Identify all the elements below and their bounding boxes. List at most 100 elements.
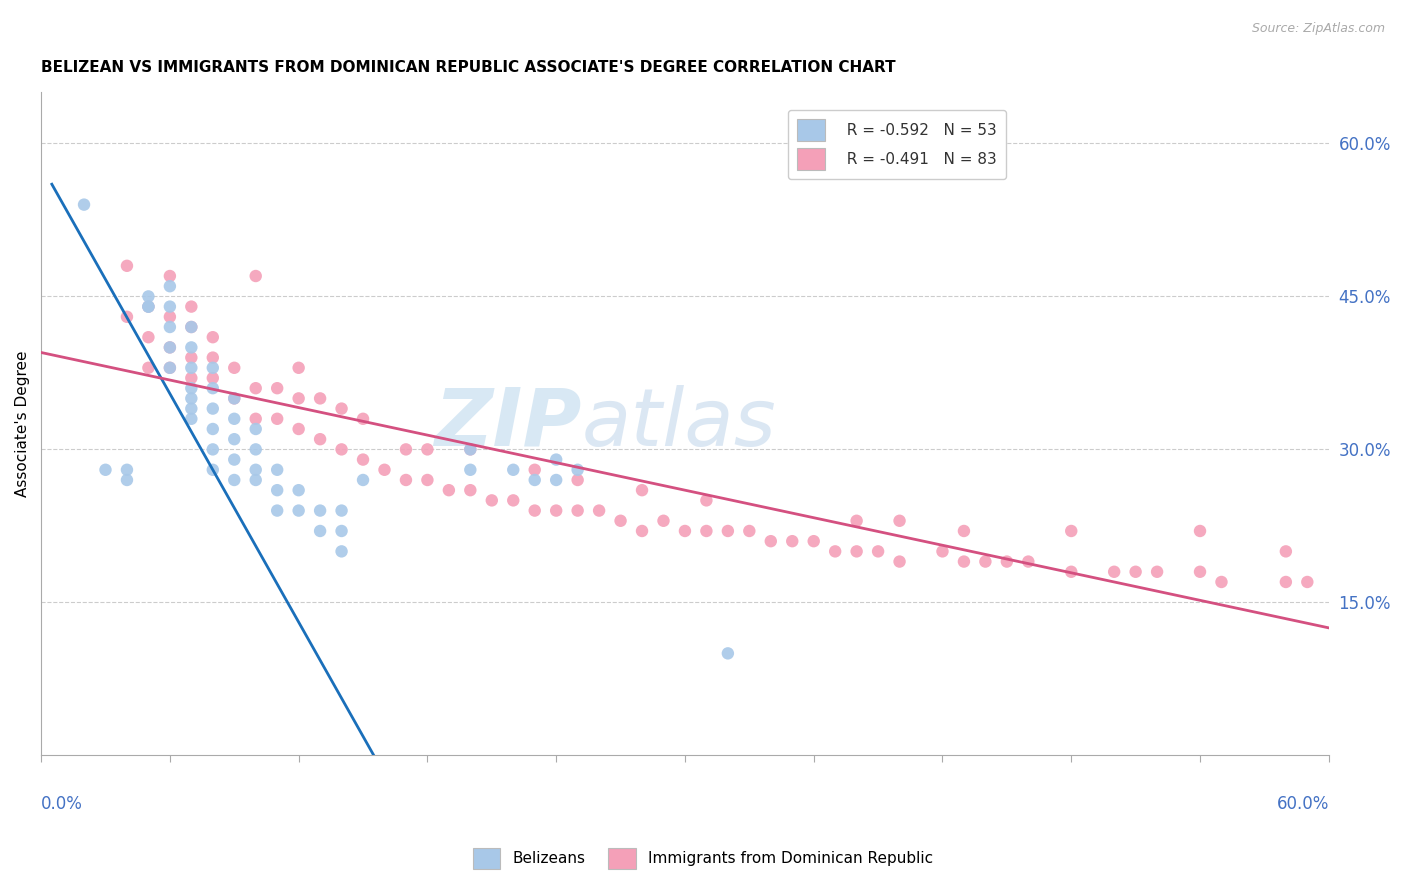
- Point: [567, 463, 589, 477]
- Point: [94, 463, 117, 477]
- Point: [803, 534, 825, 549]
- Point: [460, 463, 482, 477]
- Point: [695, 493, 717, 508]
- Point: [352, 473, 374, 487]
- Y-axis label: Associate's Degree: Associate's Degree: [15, 351, 30, 497]
- Point: [330, 401, 353, 416]
- Point: [1275, 544, 1298, 558]
- Point: [115, 310, 138, 324]
- Point: [180, 381, 202, 395]
- Point: [631, 524, 654, 538]
- Point: [138, 330, 160, 344]
- Point: [1146, 565, 1168, 579]
- Point: [889, 514, 911, 528]
- Point: [138, 300, 160, 314]
- Point: [287, 483, 309, 498]
- Point: [224, 392, 246, 406]
- Legend: Belizeans, Immigrants from Dominican Republic: Belizeans, Immigrants from Dominican Rep…: [467, 841, 939, 875]
- Point: [245, 411, 267, 425]
- Text: atlas: atlas: [582, 384, 776, 463]
- Point: [437, 483, 460, 498]
- Point: [309, 524, 332, 538]
- Point: [201, 401, 224, 416]
- Text: 60.0%: 60.0%: [1277, 795, 1329, 814]
- Point: [201, 351, 224, 365]
- Point: [824, 544, 846, 558]
- Point: [523, 503, 546, 517]
- Point: [224, 473, 246, 487]
- Point: [180, 320, 202, 334]
- Text: 0.0%: 0.0%: [41, 795, 83, 814]
- Point: [1188, 565, 1211, 579]
- Point: [330, 442, 353, 457]
- Point: [1211, 574, 1233, 589]
- Point: [546, 473, 568, 487]
- Point: [717, 646, 740, 660]
- Point: [567, 503, 589, 517]
- Point: [138, 360, 160, 375]
- Point: [159, 340, 181, 354]
- Point: [245, 442, 267, 457]
- Point: [1017, 555, 1039, 569]
- Point: [1188, 524, 1211, 538]
- Point: [266, 411, 288, 425]
- Point: [845, 514, 868, 528]
- Point: [502, 463, 524, 477]
- Point: [759, 534, 782, 549]
- Point: [953, 555, 976, 569]
- Point: [460, 442, 482, 457]
- Point: [567, 473, 589, 487]
- Point: [523, 473, 546, 487]
- Point: [695, 524, 717, 538]
- Point: [588, 503, 610, 517]
- Point: [159, 310, 181, 324]
- Legend:   R = -0.592   N = 53,   R = -0.491   N = 83: R = -0.592 N = 53, R = -0.491 N = 83: [787, 110, 1005, 179]
- Point: [631, 483, 654, 498]
- Point: [138, 300, 160, 314]
- Point: [652, 514, 675, 528]
- Point: [224, 452, 246, 467]
- Point: [180, 340, 202, 354]
- Point: [73, 197, 96, 211]
- Point: [159, 360, 181, 375]
- Point: [159, 279, 181, 293]
- Point: [245, 381, 267, 395]
- Point: [780, 534, 803, 549]
- Point: [1296, 574, 1319, 589]
- Point: [330, 544, 353, 558]
- Point: [180, 392, 202, 406]
- Point: [180, 401, 202, 416]
- Point: [546, 452, 568, 467]
- Point: [416, 473, 439, 487]
- Point: [1060, 565, 1083, 579]
- Point: [266, 381, 288, 395]
- Point: [224, 392, 246, 406]
- Text: BELIZEAN VS IMMIGRANTS FROM DOMINICAN REPUBLIC ASSOCIATE'S DEGREE CORRELATION CH: BELIZEAN VS IMMIGRANTS FROM DOMINICAN RE…: [41, 60, 896, 75]
- Point: [609, 514, 631, 528]
- Point: [159, 320, 181, 334]
- Point: [330, 503, 353, 517]
- Point: [309, 432, 332, 446]
- Point: [180, 360, 202, 375]
- Point: [201, 371, 224, 385]
- Point: [416, 442, 439, 457]
- Point: [201, 360, 224, 375]
- Point: [201, 463, 224, 477]
- Point: [287, 503, 309, 517]
- Point: [287, 392, 309, 406]
- Point: [201, 422, 224, 436]
- Point: [287, 360, 309, 375]
- Point: [395, 473, 418, 487]
- Point: [245, 268, 267, 283]
- Point: [845, 544, 868, 558]
- Point: [201, 330, 224, 344]
- Point: [180, 320, 202, 334]
- Point: [523, 463, 546, 477]
- Point: [931, 544, 953, 558]
- Point: [1275, 574, 1298, 589]
- Point: [373, 463, 395, 477]
- Point: [245, 463, 267, 477]
- Point: [201, 381, 224, 395]
- Text: Source: ZipAtlas.com: Source: ZipAtlas.com: [1251, 22, 1385, 36]
- Point: [330, 524, 353, 538]
